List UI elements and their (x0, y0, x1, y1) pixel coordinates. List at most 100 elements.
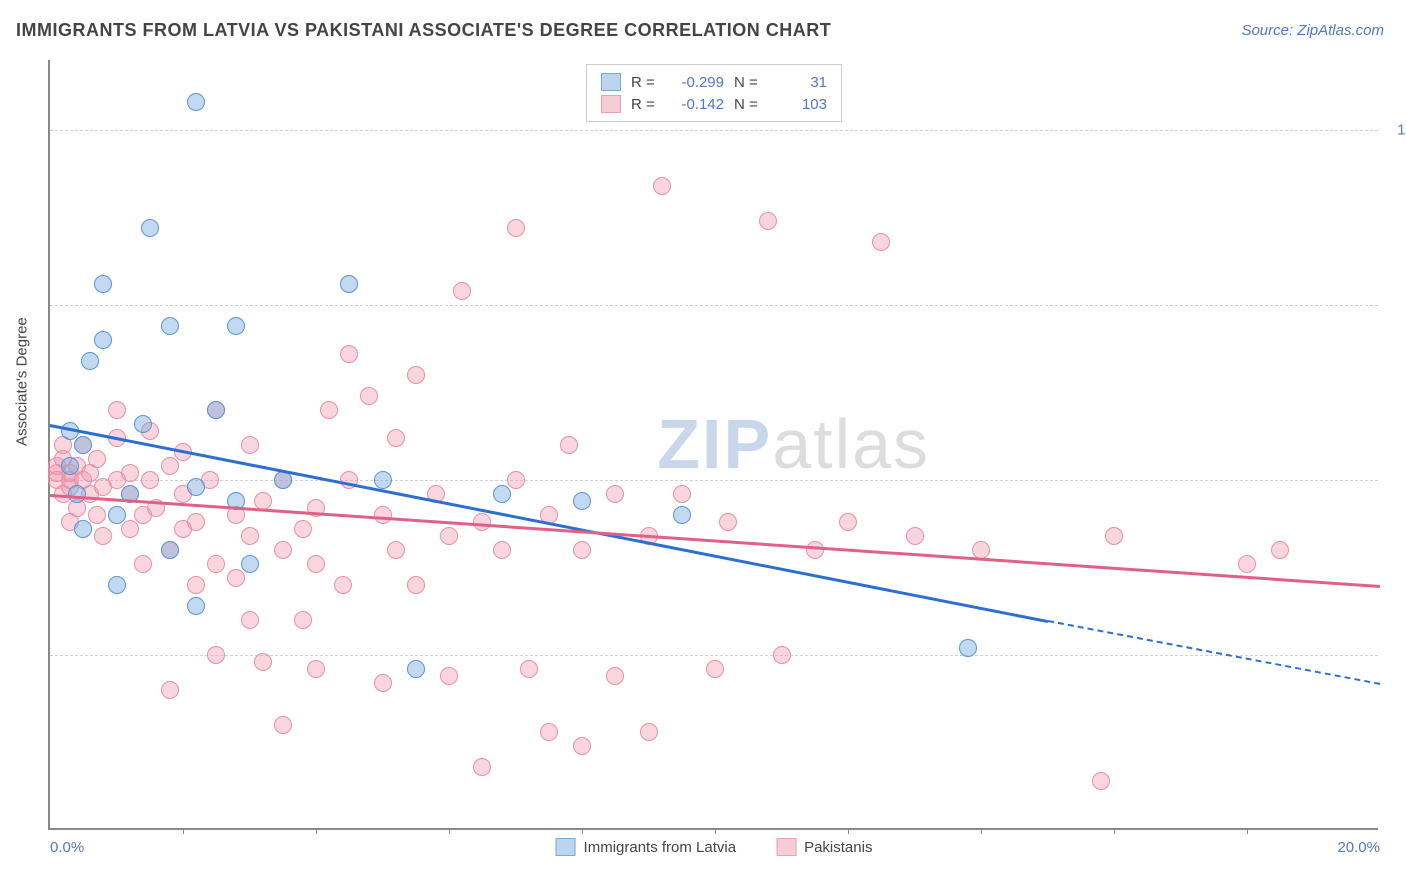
data-point (573, 737, 591, 755)
legend-swatch (601, 73, 621, 91)
data-point (387, 541, 405, 559)
legend-n-label: N = (734, 96, 762, 113)
data-point (88, 450, 106, 468)
x-tick-mark (316, 828, 317, 834)
data-point (839, 513, 857, 531)
legend-swatch (601, 95, 621, 113)
legend-item: Pakistanis (776, 838, 872, 856)
data-point (340, 345, 358, 363)
data-point (134, 415, 152, 433)
data-point (241, 611, 259, 629)
data-point (187, 93, 205, 111)
y-tick-label: 100.0% (1388, 122, 1406, 139)
gridline (50, 305, 1378, 306)
data-point (227, 317, 245, 335)
data-point (706, 660, 724, 678)
data-point (673, 485, 691, 503)
legend-item: Immigrants from Latvia (556, 838, 737, 856)
legend-n-label: N = (734, 74, 762, 91)
series-legend: Immigrants from Latvia Pakistanis (556, 838, 873, 856)
data-point (187, 513, 205, 531)
plot-area: ZIPatlas R =-0.299N =31R =-0.142N =103 I… (48, 60, 1378, 830)
data-point (959, 639, 977, 657)
data-point (560, 436, 578, 454)
data-point (207, 646, 225, 664)
data-point (227, 569, 245, 587)
data-point (241, 436, 259, 454)
legend-n-value: 103 (772, 96, 827, 113)
x-tick-label: 20.0% (1337, 839, 1380, 856)
data-point (74, 520, 92, 538)
gridline (50, 130, 1378, 131)
data-point (141, 471, 159, 489)
data-point (493, 541, 511, 559)
x-tick-mark (183, 828, 184, 834)
data-point (573, 541, 591, 559)
correlation-legend: R =-0.299N =31R =-0.142N =103 (586, 64, 842, 122)
gridline (50, 480, 1378, 481)
data-point (340, 275, 358, 293)
data-point (121, 520, 139, 538)
data-point (360, 387, 378, 405)
data-point (1238, 555, 1256, 573)
data-point (407, 366, 425, 384)
legend-label: Pakistanis (804, 839, 872, 856)
data-point (1105, 527, 1123, 545)
data-point (274, 541, 292, 559)
legend-row: R =-0.142N =103 (601, 93, 827, 115)
data-point (108, 576, 126, 594)
data-point (507, 471, 525, 489)
data-point (320, 401, 338, 419)
legend-row: R =-0.299N =31 (601, 71, 827, 93)
data-point (141, 219, 159, 237)
data-point (94, 331, 112, 349)
data-point (161, 457, 179, 475)
y-tick-label: 50.0% (1388, 472, 1406, 489)
data-point (440, 667, 458, 685)
data-point (1092, 772, 1110, 790)
data-point (374, 674, 392, 692)
data-point (640, 723, 658, 741)
watermark-zip: ZIP (657, 405, 772, 483)
data-point (61, 457, 79, 475)
legend-swatch (556, 838, 576, 856)
data-point (520, 660, 538, 678)
y-axis-label: Associate's Degree (14, 317, 31, 446)
data-point (473, 758, 491, 776)
data-point (241, 527, 259, 545)
data-point (94, 275, 112, 293)
data-point (773, 646, 791, 664)
data-point (68, 485, 86, 503)
data-point (440, 527, 458, 545)
data-point (207, 401, 225, 419)
legend-n-value: 31 (772, 74, 827, 91)
data-point (74, 436, 92, 454)
data-point (407, 576, 425, 594)
data-point (134, 555, 152, 573)
data-point (653, 177, 671, 195)
data-point (493, 485, 511, 503)
x-tick-mark (1247, 828, 1248, 834)
legend-r-label: R = (631, 96, 659, 113)
legend-swatch (776, 838, 796, 856)
data-point (872, 233, 890, 251)
data-point (307, 555, 325, 573)
data-point (606, 485, 624, 503)
legend-r-label: R = (631, 74, 659, 91)
gridline (50, 655, 1378, 656)
watermark-atlas: atlas (772, 405, 930, 483)
data-point (108, 401, 126, 419)
data-point (88, 506, 106, 524)
data-point (719, 513, 737, 531)
data-point (507, 219, 525, 237)
data-point (241, 555, 259, 573)
data-point (207, 555, 225, 573)
x-tick-mark (715, 828, 716, 834)
data-point (294, 520, 312, 538)
data-point (187, 576, 205, 594)
data-point (407, 660, 425, 678)
data-point (673, 506, 691, 524)
data-point (294, 611, 312, 629)
source-credit: Source: ZipAtlas.com (1241, 22, 1384, 39)
x-tick-mark (848, 828, 849, 834)
